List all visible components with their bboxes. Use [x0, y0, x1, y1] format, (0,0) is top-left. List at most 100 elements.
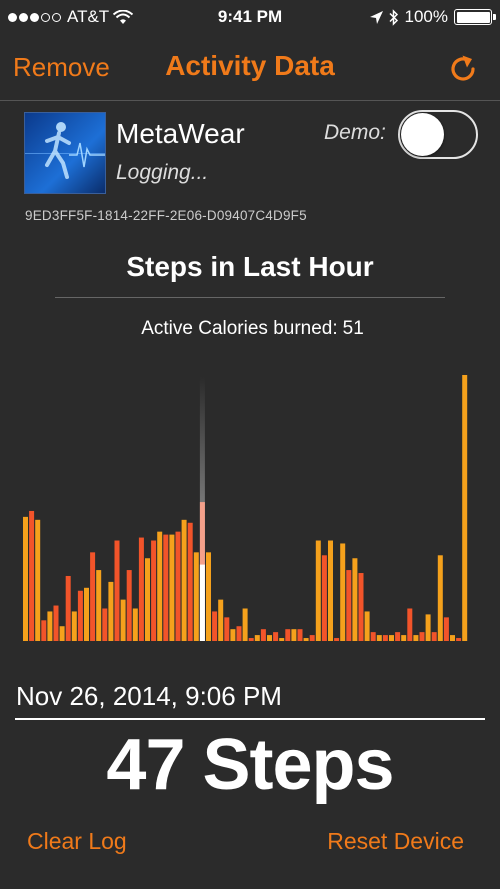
chart-bar[interactable] [163, 534, 169, 641]
chart-bar[interactable] [401, 635, 407, 641]
chart-bar[interactable] [114, 540, 120, 641]
chart-bar[interactable] [212, 611, 218, 641]
toggle-knob [401, 113, 444, 156]
chart-bar[interactable] [340, 543, 346, 641]
chart-bar[interactable] [315, 540, 321, 641]
chart-bar[interactable] [254, 635, 260, 641]
chart-bar[interactable] [169, 534, 175, 641]
chart-bar[interactable] [47, 611, 53, 641]
chart-bar[interactable] [297, 629, 303, 641]
battery-percent: 100% [404, 7, 448, 26]
chart-bar[interactable] [120, 599, 126, 641]
chart-bar[interactable] [364, 611, 370, 641]
section-title: Steps in Last Hour [126, 251, 374, 282]
chart-bar[interactable] [352, 558, 358, 641]
chart-bar[interactable] [376, 635, 382, 641]
chart-bar[interactable] [462, 375, 468, 641]
chart-bar[interactable] [370, 632, 376, 641]
location-arrow-icon [369, 10, 383, 24]
steps-unit: Steps [202, 725, 395, 805]
chart-bar[interactable] [260, 629, 266, 641]
steps-bar-chart[interactable] [0, 360, 500, 645]
chart-bar[interactable] [224, 617, 230, 641]
status-right: 100% [369, 7, 496, 27]
calories-label: Active Calories burned: [141, 318, 338, 339]
divider [55, 297, 445, 298]
bluetooth-icon [388, 8, 398, 26]
chart-bar[interactable] [96, 570, 102, 641]
clear-log-button[interactable]: Clear Log [27, 828, 127, 854]
carrier-label: AT&T [67, 7, 110, 26]
reset-device-button[interactable]: Reset Device [327, 828, 464, 854]
chart-bar[interactable] [53, 605, 59, 641]
device-uuid: 9ED3FF5F-1814-22FF-2E06-D09407C4D9F5 [25, 208, 307, 223]
chart-bar[interactable] [450, 635, 455, 641]
chart-bar[interactable] [145, 558, 150, 641]
chart-bar[interactable] [431, 632, 437, 641]
chart-bar[interactable] [157, 531, 163, 641]
chart-bar[interactable] [218, 599, 224, 641]
steps-value: 47 [106, 725, 185, 805]
chart-bar[interactable] [71, 611, 77, 641]
chart-bar[interactable] [90, 552, 96, 641]
chart-bar[interactable] [181, 519, 187, 641]
device-image [24, 112, 106, 194]
chart-bar[interactable] [175, 531, 181, 641]
chart-bar[interactable] [84, 587, 89, 641]
chart-bar[interactable] [358, 573, 364, 641]
chart-bar[interactable] [456, 638, 462, 641]
status-time: 9:41 PM [217, 7, 283, 26]
chart-bar[interactable] [151, 540, 157, 641]
chart-bar[interactable] [395, 632, 401, 641]
chart-bar[interactable] [187, 522, 193, 641]
steps-readout: 47 Steps [0, 724, 500, 806]
chart-bar[interactable] [267, 635, 272, 641]
demo-label: Demo: [324, 121, 386, 144]
chart-bar[interactable] [425, 614, 431, 641]
chart-bar[interactable] [59, 626, 65, 641]
chart-bar[interactable] [126, 570, 132, 641]
chart-bar[interactable] [303, 638, 309, 641]
device-status: Logging... [116, 161, 209, 184]
chart-bar[interactable] [419, 632, 425, 641]
chart-bar[interactable] [35, 519, 41, 641]
chart-bar[interactable] [29, 510, 35, 641]
navigation-bar: Remove Activity Data [0, 36, 500, 101]
chart-bar[interactable] [230, 629, 236, 641]
chart-bar[interactable] [132, 608, 138, 641]
chart-bar[interactable] [279, 638, 285, 641]
chart-bar[interactable] [236, 626, 242, 641]
chart-bar[interactable] [248, 638, 254, 641]
chart-bar[interactable] [102, 608, 108, 641]
chart-bar[interactable] [206, 552, 211, 641]
chart-bar[interactable] [437, 555, 443, 641]
remove-button[interactable]: Remove [13, 52, 110, 82]
chart-bar[interactable] [242, 608, 248, 641]
chart-bar[interactable] [285, 629, 291, 641]
selected-timestamp: Nov 26, 2014, 9:06 PM [16, 681, 282, 711]
chart-bar[interactable] [193, 552, 199, 641]
chart-bar[interactable] [443, 617, 449, 641]
chart-bar[interactable] [23, 516, 28, 641]
chart-bar[interactable] [346, 570, 352, 641]
chart-bar[interactable] [291, 629, 297, 641]
chart-bar[interactable] [138, 537, 144, 641]
calories-value: 51 [342, 318, 364, 339]
chart-bar[interactable] [77, 590, 83, 641]
wifi-icon [113, 9, 134, 24]
chart-bar[interactable] [328, 540, 333, 641]
chart-bar[interactable] [407, 608, 413, 641]
chart-bar[interactable] [41, 620, 47, 641]
chart-bar[interactable] [65, 575, 71, 641]
chart-bar[interactable] [334, 638, 340, 641]
device-name: MetaWear [116, 118, 245, 149]
chart-bar[interactable] [382, 635, 388, 641]
chart-bar[interactable] [413, 635, 419, 641]
chart-bar[interactable] [108, 581, 114, 641]
chart-bar[interactable] [273, 632, 279, 641]
chart-bar[interactable] [321, 555, 327, 641]
demo-toggle[interactable] [398, 110, 478, 159]
chart-bar[interactable] [309, 635, 315, 641]
refresh-icon[interactable] [446, 52, 480, 86]
chart-bar[interactable] [389, 635, 394, 641]
